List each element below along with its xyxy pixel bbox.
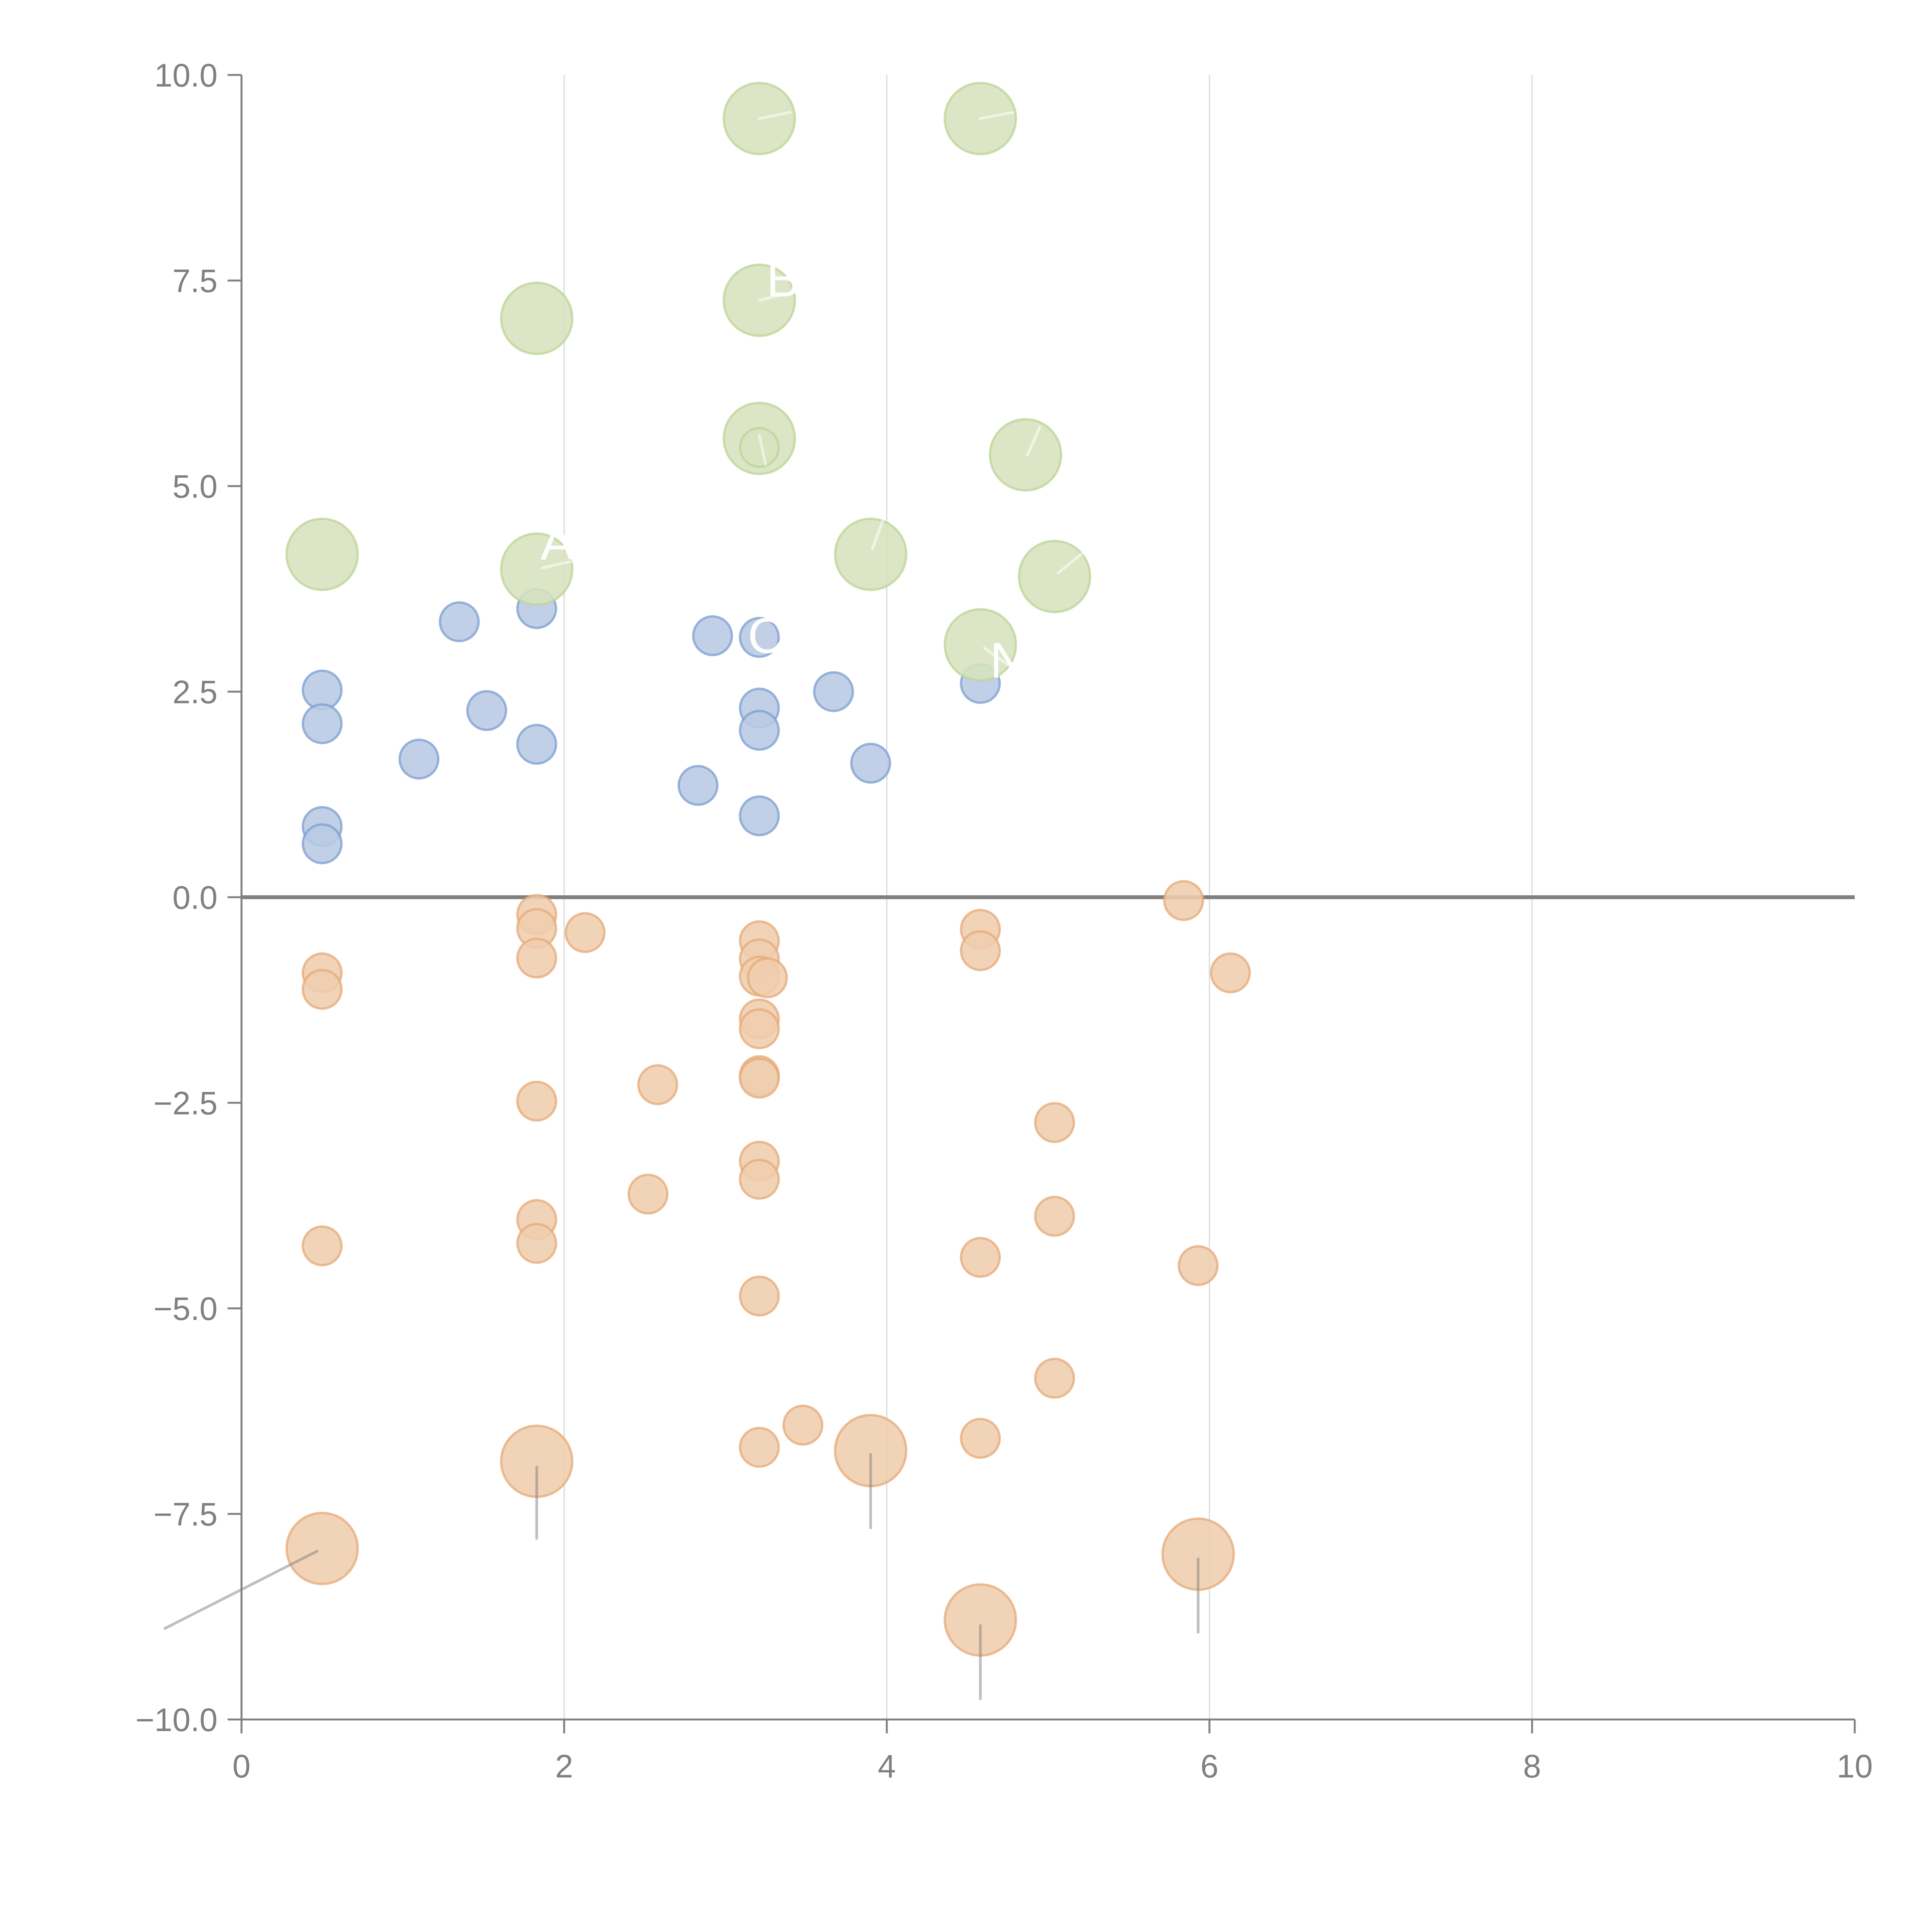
- y-tick-label: −2.5: [153, 1085, 218, 1121]
- leader-line: [871, 519, 884, 551]
- x-tick-label: 8: [1523, 1748, 1541, 1784]
- orange-point: [1210, 952, 1251, 993]
- orange-point: [739, 1276, 780, 1317]
- blue-point: [301, 703, 343, 744]
- orange-point: [285, 1512, 359, 1585]
- blue-point: [739, 617, 780, 658]
- orange-point: [628, 1173, 669, 1215]
- x-tick-label: 4: [878, 1748, 896, 1784]
- leader-lines: [163, 111, 1200, 1701]
- green-point: [944, 608, 1017, 682]
- blue-point: [466, 690, 507, 731]
- y-tick-label: 10.0: [155, 57, 218, 94]
- blue-point: [739, 710, 780, 751]
- green-point: [500, 281, 574, 355]
- green-point: [739, 427, 780, 468]
- orange-point: [516, 937, 558, 979]
- orange-point: [1034, 1196, 1075, 1237]
- green-point: [1018, 540, 1092, 614]
- blue-point: [398, 738, 440, 780]
- point-label: A: [541, 514, 574, 570]
- y-tick-label: 0.0: [172, 879, 218, 916]
- x-tick-label: 2: [555, 1748, 573, 1784]
- blue-point: [677, 765, 719, 806]
- blue-point: [850, 743, 891, 784]
- y-tick-label: 2.5: [172, 674, 218, 710]
- green-point: [834, 517, 908, 591]
- green-point: [285, 517, 359, 591]
- green-point: [989, 418, 1063, 492]
- orange-point: [565, 912, 606, 953]
- blue-point: [301, 823, 343, 864]
- y-tick-label: −10.0: [135, 1702, 218, 1738]
- orange-point: [739, 1008, 780, 1049]
- orange-point: [301, 969, 343, 1010]
- blue-point: [739, 795, 780, 837]
- green-point: [500, 532, 574, 606]
- orange-point: [637, 1064, 679, 1105]
- orange-point: [516, 1080, 558, 1122]
- y-tick-label: 7.5: [172, 263, 218, 299]
- orange-point: [301, 1225, 343, 1267]
- leader-line: [541, 560, 575, 570]
- point-label: C: [748, 607, 784, 664]
- leader-line: [979, 111, 1014, 120]
- x-tick-label: 0: [233, 1748, 251, 1784]
- orange-point: [1034, 1357, 1075, 1399]
- orange-point: [1163, 880, 1204, 921]
- orange-point: [960, 1237, 1001, 1278]
- orange-point: [739, 1158, 780, 1200]
- point-label: B: [766, 251, 800, 307]
- blue-point: [692, 615, 733, 656]
- leader-line: [983, 646, 1010, 667]
- orange-point: [960, 1418, 1001, 1459]
- y-tick-label: 5.0: [172, 468, 218, 505]
- point-labels: G B A C N: [541, 38, 1026, 689]
- orange-point: [1034, 1102, 1075, 1143]
- blue-point: [439, 601, 480, 643]
- axes: 0 2 4 6 8 10 10.0 7.5 5.0 2.5 0.0 −2.5 −5.0 −7.5 −10.0: [135, 57, 1872, 1784]
- orange-point: [516, 1223, 558, 1264]
- point-label: G: [782, 38, 821, 95]
- leader-line: [1056, 551, 1084, 575]
- orange-point: [739, 1427, 780, 1468]
- y-tick-label: −7.5: [153, 1496, 218, 1532]
- point-label: N: [990, 632, 1026, 689]
- orange-point: [960, 930, 1001, 971]
- orange-point: [747, 957, 788, 998]
- leader-line: [758, 111, 792, 120]
- orange-point: [782, 1405, 823, 1446]
- leader-line: [1026, 425, 1041, 456]
- data-points: [285, 82, 1251, 1657]
- orange-point: [739, 1058, 780, 1099]
- leader-line: [758, 291, 793, 302]
- leader-line: [163, 1549, 319, 1630]
- x-tick-label: 10: [1837, 1748, 1872, 1784]
- leader-line: [758, 434, 767, 466]
- blue-point: [813, 671, 854, 712]
- orange-point: [1177, 1245, 1219, 1286]
- blue-point: [516, 724, 558, 765]
- y-tick-label: −5.0: [153, 1291, 218, 1327]
- x-tick-label: 6: [1201, 1748, 1219, 1784]
